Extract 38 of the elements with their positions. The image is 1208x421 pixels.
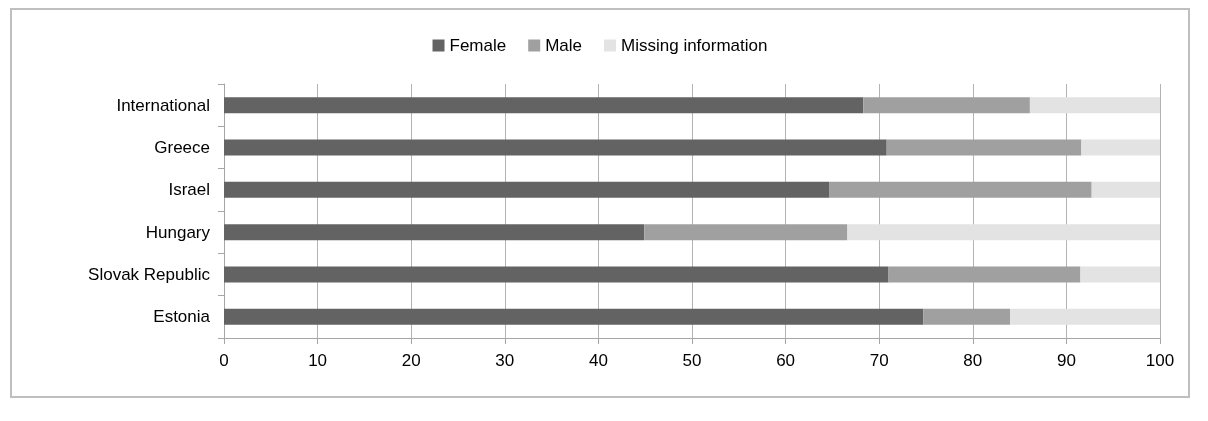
- bar: [1029, 97, 1160, 114]
- bar: [923, 308, 1011, 325]
- bar: [1091, 181, 1160, 198]
- x-tick-label: 50: [682, 351, 702, 370]
- bar: [829, 181, 1092, 198]
- bar: [1010, 308, 1160, 325]
- bar: [224, 97, 864, 114]
- legend-label: Male: [545, 36, 583, 55]
- legend-label: Female: [449, 36, 507, 55]
- bar: [224, 181, 830, 198]
- bar: [224, 266, 889, 283]
- bar: [644, 224, 848, 241]
- bar: [888, 266, 1081, 283]
- bar: [886, 139, 1082, 156]
- bar: [224, 308, 924, 325]
- y-tick-label: International: [116, 95, 210, 115]
- bar: [847, 224, 1160, 241]
- x-tick-label: 20: [401, 351, 421, 370]
- x-tick-label: 60: [776, 351, 796, 370]
- bar: [863, 97, 1030, 114]
- y-tick-label: Estonia: [153, 307, 211, 327]
- y-tick-label: Hungary: [145, 222, 211, 242]
- x-tick-label: 90: [1056, 351, 1076, 370]
- x-tick-label: 10: [308, 351, 328, 370]
- bar: [224, 224, 645, 241]
- x-tick-label: 80: [963, 351, 983, 370]
- x-tick-label: 40: [588, 351, 608, 370]
- bar: [224, 139, 887, 156]
- x-tick-label: 30: [495, 351, 515, 370]
- x-tick-label: 70: [869, 351, 889, 370]
- bar: [1080, 266, 1160, 283]
- bar: [1081, 139, 1160, 156]
- x-tick-label: 100: [1145, 351, 1175, 370]
- y-tick-label: Slovak Republic: [88, 265, 211, 284]
- y-tick-label: Greece: [154, 138, 210, 157]
- y-tick-label: Israel: [168, 180, 210, 200]
- x-tick-label: 0: [219, 351, 229, 370]
- legend-label: Missing information: [621, 36, 768, 55]
